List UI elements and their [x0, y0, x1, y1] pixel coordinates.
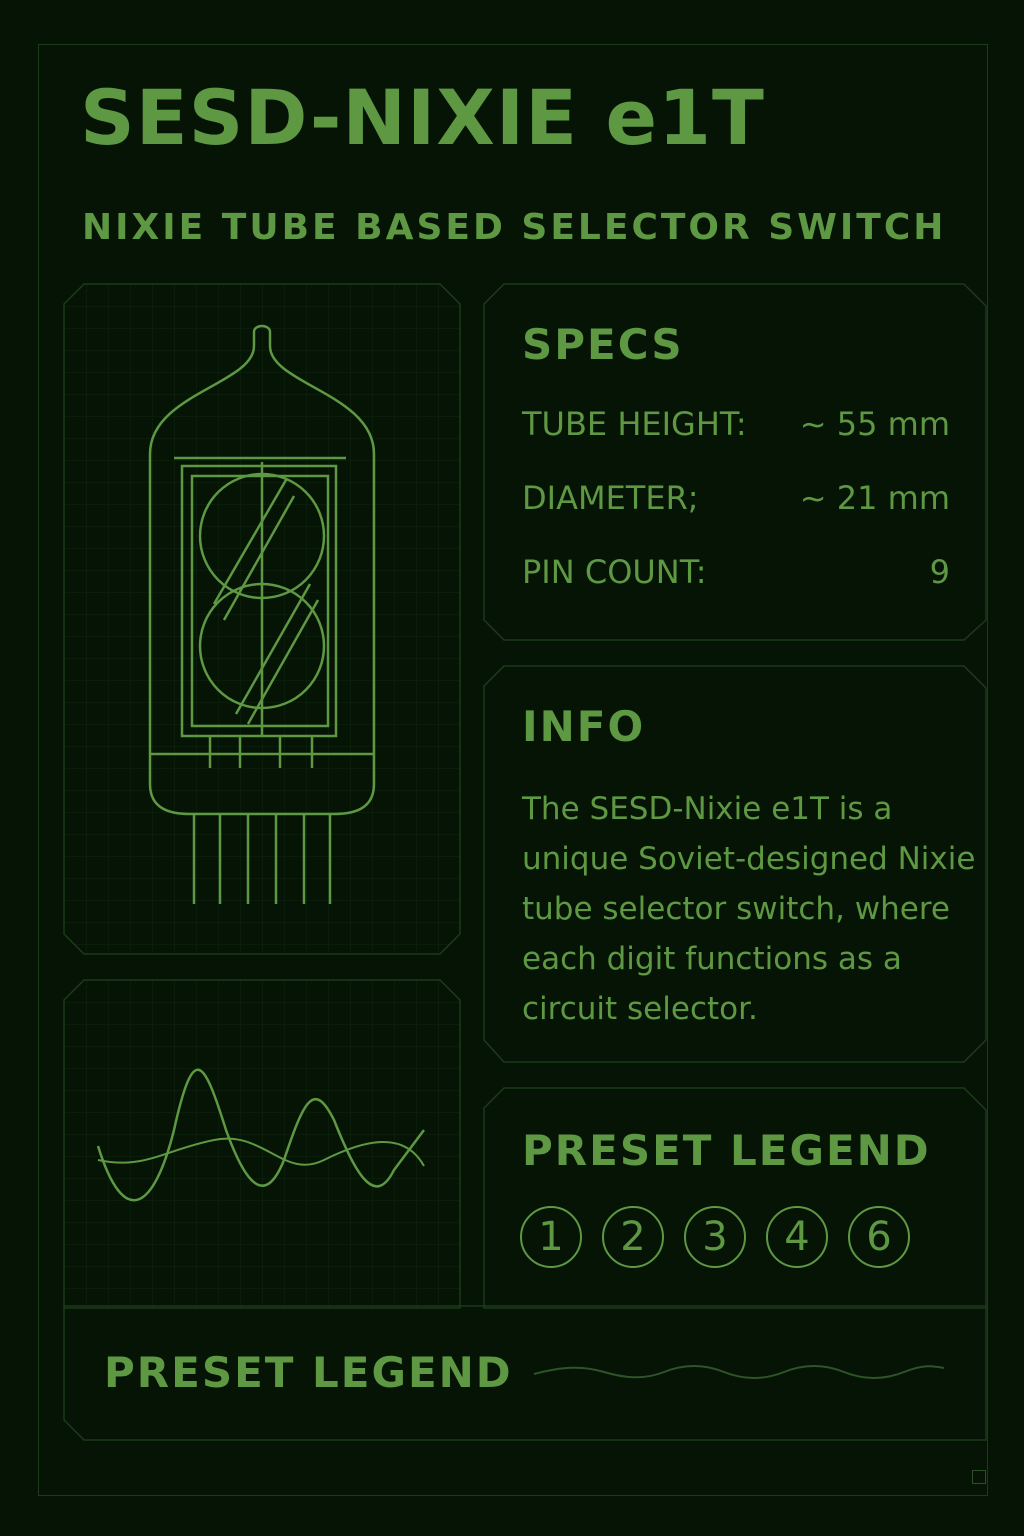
info-panel: INFO The SESD-Nixie e1T is a unique Sovi… — [483, 665, 987, 1063]
info-text: The SESD-Nixie e1T is a unique Soviet-de… — [522, 791, 976, 1027]
preset-legend-panel: PRESET LEGEND 1 2 3 4 6 — [483, 1087, 987, 1309]
info-title: INFO — [522, 702, 646, 751]
spec-label: TUBE HEIGHT: — [522, 405, 747, 443]
spec-value: 9 — [929, 553, 950, 591]
tube-illustration-panel — [63, 283, 461, 955]
corner-square-icon — [972, 1470, 986, 1484]
footer-title: PRESET LEGEND — [104, 1348, 513, 1397]
specs-panel: SPECS TUBE HEIGHT: ~ 55 mm DIAMETER; ~ 2… — [483, 283, 987, 641]
page-title: SESD-NIXIE e1T — [80, 73, 765, 162]
preset-2[interactable]: 2 — [602, 1206, 664, 1268]
preset-6[interactable]: 6 — [848, 1206, 910, 1268]
footer-panel — [63, 1305, 987, 1441]
nixie-tube-icon — [148, 324, 376, 904]
spec-row-tube-height: TUBE HEIGHT: ~ 55 mm — [522, 408, 950, 440]
preset-4[interactable]: 4 — [766, 1206, 828, 1268]
outer-frame — [38, 44, 988, 1496]
waveform-panel — [63, 979, 461, 1309]
spec-label: PIN COUNT: — [522, 553, 707, 591]
preset-3[interactable]: 3 — [684, 1206, 746, 1268]
preset-list: 1 2 3 4 6 — [520, 1206, 910, 1268]
specs-title: SPECS — [522, 320, 684, 369]
spec-label: DIAMETER; — [522, 479, 699, 517]
waveform-panel-border — [63, 979, 461, 1309]
preset-1[interactable]: 1 — [520, 1206, 582, 1268]
wave-divider-icon — [533, 1365, 945, 1379]
spec-value: ~ 55 mm — [799, 405, 950, 443]
spec-row-pin-count: PIN COUNT: 9 — [522, 556, 950, 588]
waveform-icon — [96, 1068, 425, 1202]
spec-value: ~ 21 mm — [799, 479, 950, 517]
spec-row-diameter: DIAMETER; ~ 21 mm — [522, 482, 950, 514]
page-subtitle: NIXIE TUBE BASED SELECTOR SWITCH — [82, 207, 947, 248]
preset-legend-title: PRESET LEGEND — [522, 1126, 931, 1175]
